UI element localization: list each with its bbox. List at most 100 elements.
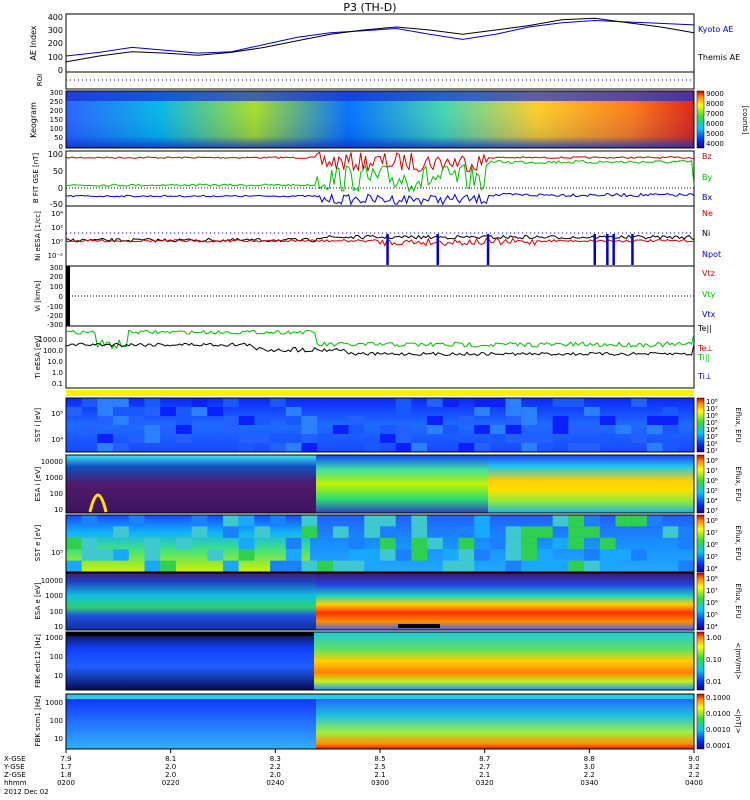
esa-i-cb-tick: 10³ [706,507,718,515]
spectrogram-bin [97,443,114,452]
spectrogram-bin [380,537,396,550]
esa-i-late [488,455,694,513]
spectrogram-bin [364,549,380,561]
spectrogram-bin [238,537,255,550]
legend-te-perp: Te⊥ [697,344,713,353]
spectrogram-bin [474,407,490,416]
t-tick: 1000.0 [39,336,64,344]
spectrogram-bin [223,515,239,527]
sst-e-cb-tick: 10⁴ [706,565,718,573]
position-value: 8.1 [165,755,176,763]
spectrogram-bin [442,549,459,561]
esa-e-active [316,573,694,630]
footer-x-gse-label: X-GSE [4,755,26,763]
spectrogram-bin [411,549,428,561]
spectrogram-bin [662,416,679,425]
spectrogram-bin [81,515,98,527]
spectrogram-bin [411,443,428,452]
spectrogram-bin [223,526,239,538]
spectrogram-bin [317,560,333,572]
spectrogram-bin [568,560,585,572]
spectrogram-bin [128,434,145,443]
spectrogram-bin [285,443,302,452]
by-line [65,159,695,193]
spectrogram-bin [411,515,428,527]
spectrogram-bin [474,549,490,561]
roi-frame [65,71,695,90]
b-field-panel: B FIT GSE [nT] 100 50 0 -50 Bz By Bx [32,150,712,209]
spectrogram-bin [552,515,569,527]
spectrogram-bin [207,549,223,561]
sst-i-cb-tick: 10⁶ [706,412,718,420]
spectrogram-bin [160,560,176,572]
position-value: 2.2 [270,763,281,771]
position-value: 3.2 [688,763,699,771]
fbk-b-cb-label: <|nT|> [734,708,742,733]
spectrogram-bin [568,526,585,538]
t-frame [65,325,695,389]
sst-e-cb-tick: 10⁵ [706,553,718,561]
v-tick: -100 [47,303,63,311]
esa-e-cb-label: Eflux, EFU [734,583,742,618]
spectrogram-bin [160,407,176,416]
esa-i-cb-tick: 10⁴ [706,497,718,505]
spectrogram-bin [505,407,522,416]
spectrogram-bin [521,416,537,425]
chart-title: P3 (TH-D) [343,1,396,14]
position-value: 2.0 [165,763,176,771]
spectrogram-bin [175,434,192,443]
spectrogram-bin [175,416,192,425]
esa-e-dropout [398,624,440,628]
spectrogram-bin [238,416,255,425]
spectrogram-bin [175,407,192,416]
spectrogram-bin [97,549,114,561]
spectrogram-bin [552,560,569,572]
sst-i-colorbar [696,397,705,453]
spectrogram-bin [474,398,490,407]
legend-ti-par: Ti|| [697,353,710,362]
spectrogram-bin [301,416,318,425]
spectrogram-bin [81,398,98,407]
spectrogram-bin [380,526,396,538]
spectrogram-bin [301,434,318,443]
spectrogram-bin [254,526,271,538]
spectrogram-bin [537,549,553,561]
spectrogram-bin [238,515,255,527]
sst-e-cb-tick: 10⁸ [706,517,718,525]
esa-i-cb-tick: 10⁷ [706,467,718,475]
t-ylabel: Ti eESA [eV] [34,335,42,379]
position-value: 7.9 [60,755,71,763]
spectrogram-bin [505,416,522,425]
spectrogram-bin [317,434,333,443]
v-left-bar [66,266,70,326]
position-value: 8.7 [479,755,490,763]
temperature-panel: Ti eESA [eV] 1000.0 100.0 10.0 1.0 0.1 T… [34,324,713,389]
fbk-e-quiet [66,632,314,690]
spectrogram-bin [442,398,459,407]
velocity-panel: Vi [km/s] 300 200 100 0 -100 -200 -300 V… [34,264,716,329]
spectrogram-bin [678,526,694,538]
fbk-e-cb-label: <|mV/m|> [734,642,742,679]
fbk-b-tick: 100 [50,717,63,725]
sst-i-cb-tick: 10² [706,440,718,448]
spectrogram-bin [474,443,490,452]
esa-i-dispersion [88,493,108,513]
b-tick: -50 [50,200,63,209]
spectrogram-bin [662,443,679,452]
spectrogram-bin [348,560,365,572]
spectrogram-bin [113,549,129,561]
fbk-b-cb-tick: 0.0001 [706,742,731,750]
spectrogram-bin [301,515,318,527]
spectrogram-bin [285,537,302,550]
esa-i-tick: 10000 [41,458,63,466]
legend-kyoto-ae: Kyoto AE [698,25,733,34]
esa-i-quiet [66,455,316,513]
esa-e-cb-tick: 10⁸ [706,575,718,583]
fbk-e-frame [65,631,695,691]
spectrogram-bin [97,398,114,407]
esa-e-cb-tick: 10⁵ [706,611,718,619]
keogram-colorbar [696,90,705,149]
time-tick-label: 0400 [685,779,703,787]
spectrogram-bin [631,434,647,443]
spectrogram-bin [521,537,537,550]
